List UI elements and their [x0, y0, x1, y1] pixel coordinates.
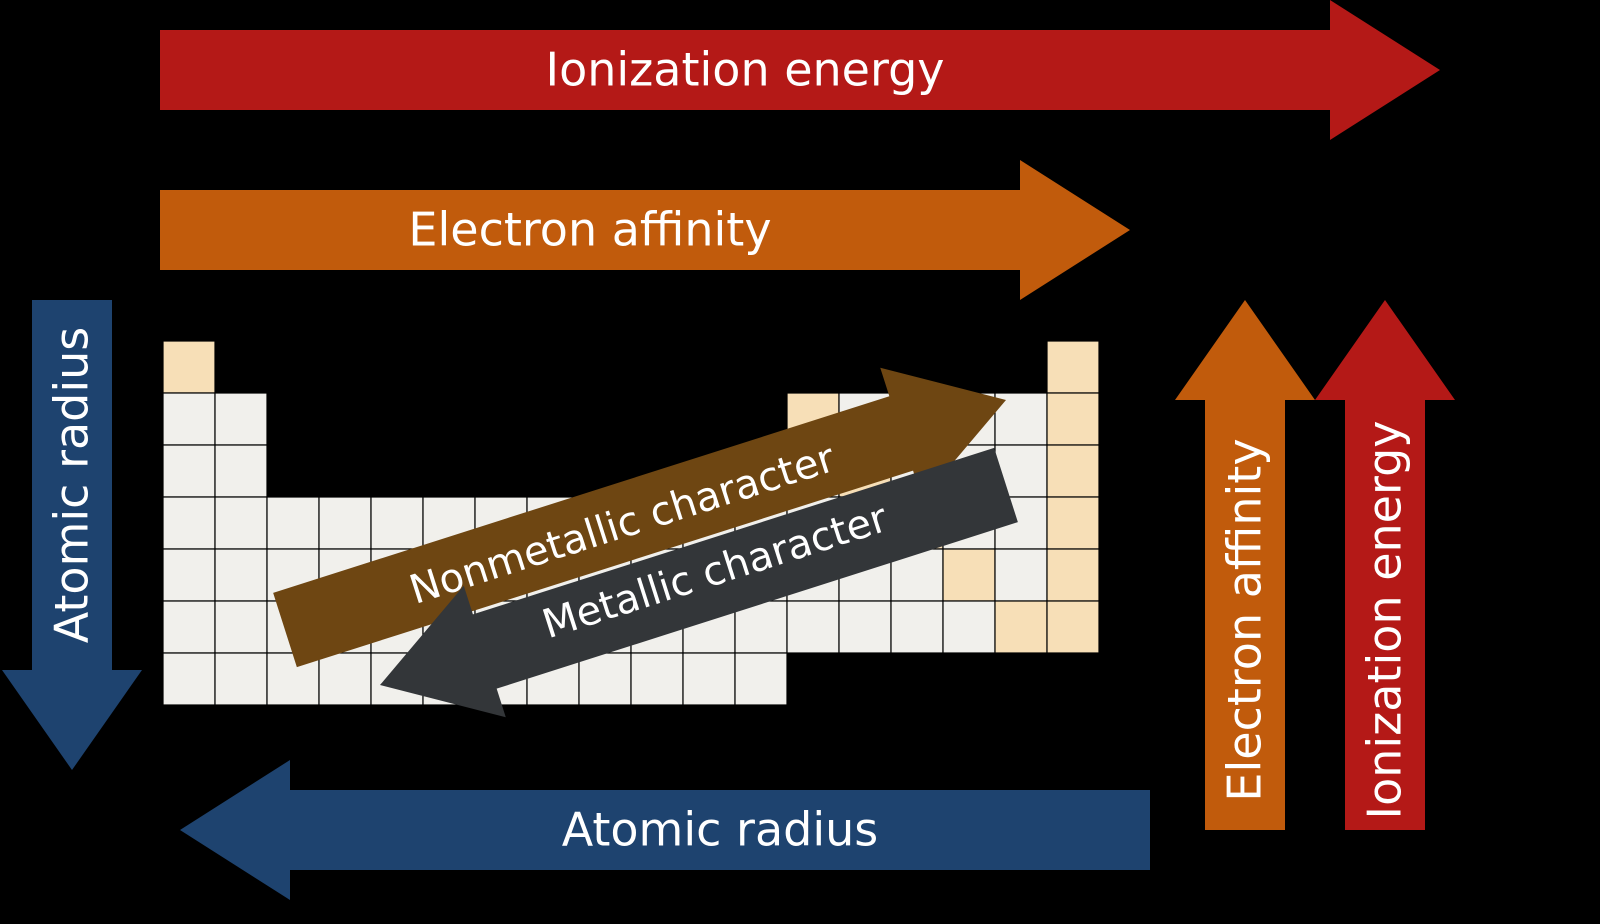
electron-affinity-right-arrow-label: Electron affinity	[1218, 438, 1272, 801]
ionization-energy-right-arrow-label: Ionization energy	[1358, 421, 1412, 820]
atomic-radius-left-arrow-label: Atomic radius	[45, 327, 99, 644]
ionization-energy-top-arrow-label: Ionization energy	[546, 43, 945, 97]
atomic-radius-bottom-arrow-label: Atomic radius	[562, 803, 879, 857]
electron-affinity-top-arrow-label: Electron affinity	[408, 203, 771, 257]
periodic-trends-diagram: Ionization energy Electron affinity Atomic…	[0, 0, 1600, 924]
